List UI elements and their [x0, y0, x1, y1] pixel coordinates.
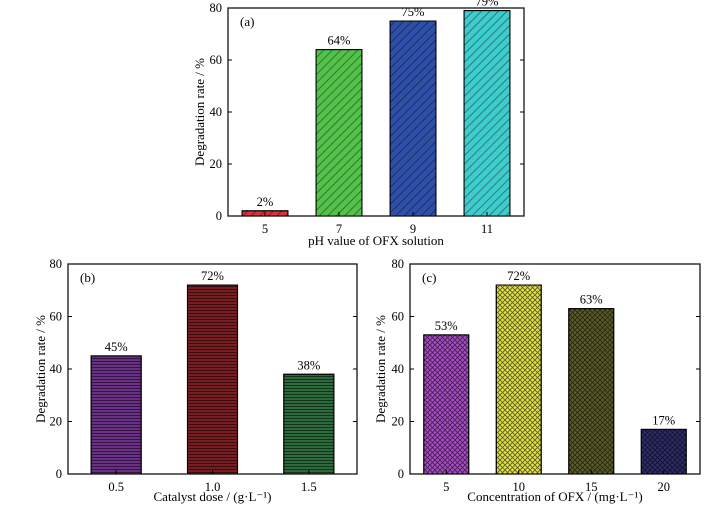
panel-label: (b)	[80, 270, 95, 285]
y-tick-label: 60	[392, 310, 405, 324]
data-label: 72%	[201, 269, 224, 283]
x-tick-label: 5	[443, 480, 449, 494]
x-tick-label: 11	[481, 222, 493, 236]
y-tick-label: 60	[50, 310, 63, 324]
y-axis-title: Degradation rate / %	[192, 58, 207, 166]
y-tick-label: 60	[210, 53, 223, 67]
y-tick-label: 0	[216, 209, 222, 223]
chart-panel-3: 0 20 40 60 80 5 53% 10 72% 15 63% 20 17% (c) Concentra…	[373, 257, 701, 504]
y-tick-label: 40	[50, 362, 63, 376]
y-tick-label: 40	[210, 105, 223, 119]
y-tick-label: 40	[392, 362, 405, 376]
x-axis-title: pH value of OFX solution	[308, 233, 444, 248]
x-tick-label: 1.0	[205, 480, 221, 494]
chart-panel-2: 0 20 40 60 80 0.5 45% 1.0 72% 1.5 38% (b) Catalyst d…	[33, 257, 358, 504]
data-label: 2%	[257, 195, 274, 209]
data-label: 45%	[105, 340, 128, 354]
chart-panel-1: 0 20 40 60 80 5 2% 7 64% 9 75% 11 79% (a) pH value of …	[192, 0, 525, 248]
x-tick-label: 10	[513, 480, 526, 494]
data-label: 17%	[652, 413, 675, 427]
bar-hatch-1.5	[283, 373, 335, 475]
bar-hatch-10	[495, 284, 542, 475]
y-tick-label: 80	[392, 257, 405, 271]
panel-label: (a)	[240, 14, 254, 29]
bar-hatch-5	[423, 334, 470, 475]
data-label: 64%	[328, 34, 351, 48]
data-label: 72%	[507, 269, 530, 283]
y-tick-label: 20	[392, 415, 405, 429]
data-label: 79%	[476, 0, 499, 9]
data-label: 38%	[297, 358, 320, 372]
data-label: 53%	[435, 319, 458, 333]
panel-label: (c)	[422, 270, 436, 285]
y-tick-label: 20	[50, 415, 63, 429]
bar-hatch-9	[389, 20, 437, 217]
x-axis-title: Concentration of OFX / (mg·L⁻¹)	[467, 489, 642, 504]
y-tick-label: 80	[50, 257, 63, 271]
y-axis-title: Degradation rate / %	[373, 315, 388, 423]
bar-hatch-7	[315, 49, 363, 217]
data-label: 63%	[580, 293, 603, 307]
bar-hatch-0.5	[90, 355, 142, 475]
bar-hatch-1.0	[186, 284, 239, 475]
x-tick-label: 0.5	[108, 480, 124, 494]
y-tick-label: 20	[210, 157, 223, 171]
data-label: 75%	[402, 5, 425, 19]
x-tick-label: 20	[658, 480, 671, 494]
x-tick-label: 7	[336, 222, 342, 236]
x-tick-label: 1.5	[301, 480, 317, 494]
bar-hatch-11	[463, 10, 511, 217]
x-tick-label: 15	[585, 480, 598, 494]
bar-hatch-15	[568, 308, 615, 475]
x-axis-title: Catalyst dose / (g·L⁻¹)	[154, 489, 272, 504]
y-tick-label: 0	[398, 467, 404, 481]
x-tick-label: 9	[410, 222, 416, 236]
y-tick-label: 80	[210, 1, 223, 15]
x-tick-label: 5	[262, 222, 268, 236]
bar-hatch-20	[640, 428, 687, 475]
y-axis-title: Degradation rate / %	[33, 315, 48, 423]
y-tick-label: 0	[56, 467, 62, 481]
